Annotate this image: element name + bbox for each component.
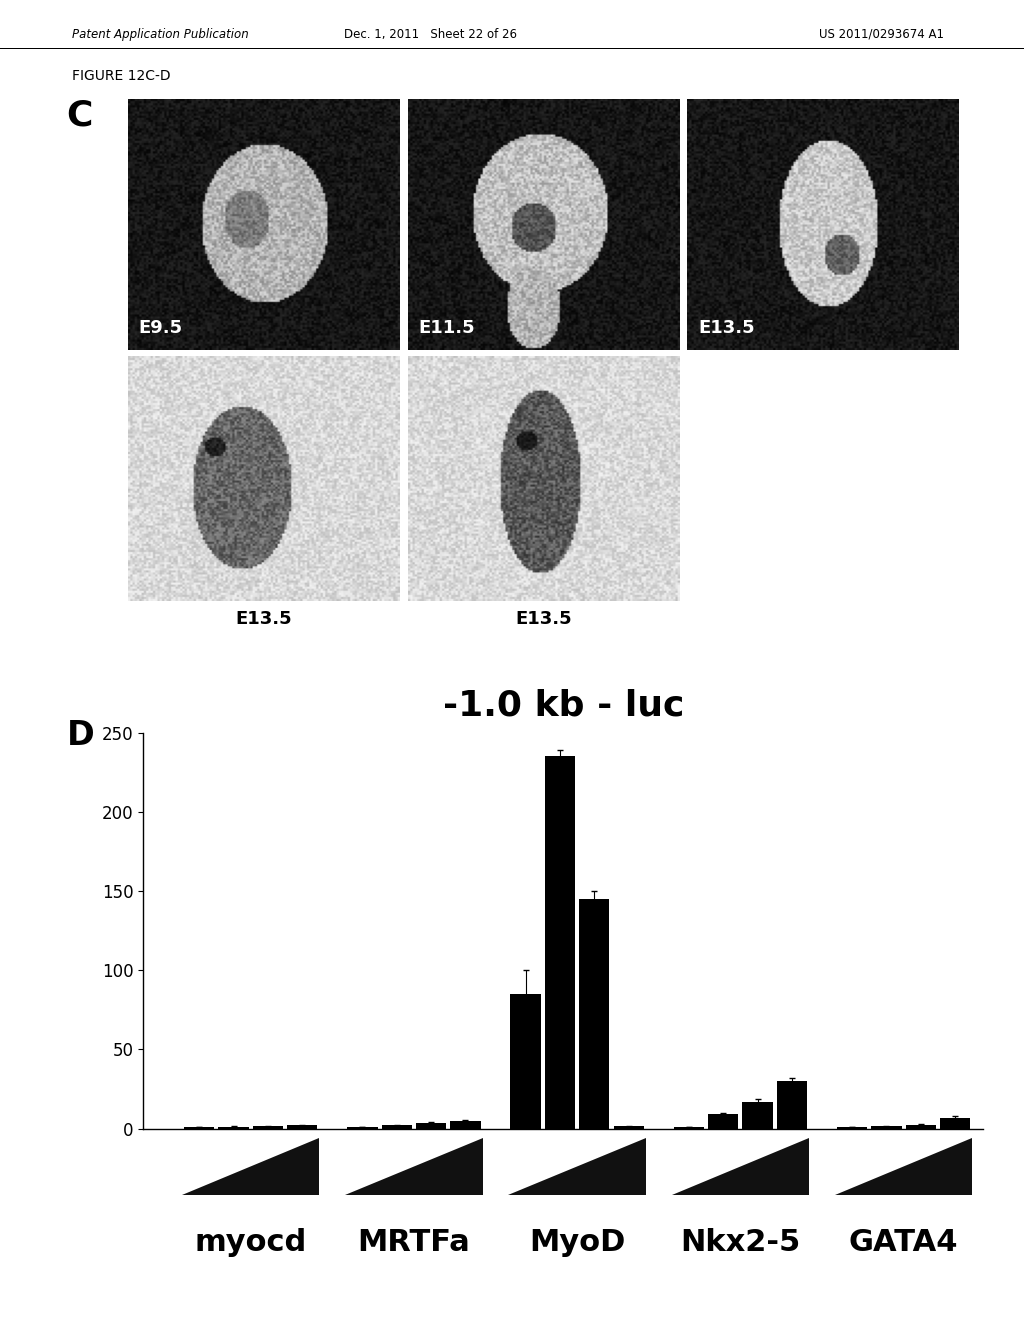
Bar [777,1081,807,1129]
Bar [580,899,609,1129]
Bar [118,1144,137,1189]
Text: E13.5: E13.5 [515,610,571,628]
Bar [837,1127,867,1129]
Bar [253,1126,283,1129]
Text: MyoD: MyoD [529,1228,626,1257]
Text: E9.5: E9.5 [139,319,183,338]
Text: E13.5: E13.5 [698,319,755,338]
Text: FIGURE 12C-D: FIGURE 12C-D [72,69,170,83]
Bar [613,1126,644,1129]
Text: D: D [67,719,94,752]
Text: E13.5: E13.5 [236,610,292,628]
Bar [218,1127,249,1129]
Polygon shape [835,1138,973,1196]
Bar [742,1102,773,1129]
Bar [287,1126,317,1129]
Text: C: C [67,99,93,133]
Polygon shape [509,1138,646,1196]
Text: Nkx2-5: Nkx2-5 [680,1228,801,1257]
Bar [184,1127,214,1129]
Text: myocd: myocd [195,1228,307,1257]
Text: US 2011/0293674 A1: US 2011/0293674 A1 [819,28,944,41]
Text: Patent Application Publication: Patent Application Publication [72,28,249,41]
Bar [545,756,575,1129]
Bar [871,1126,901,1129]
Polygon shape [672,1138,809,1196]
Text: GATA4: GATA4 [849,1228,958,1257]
Bar [940,1118,971,1129]
Bar [451,1121,480,1129]
Text: MRTFa: MRTFa [357,1228,470,1257]
Text: Dec. 1, 2011   Sheet 22 of 26: Dec. 1, 2011 Sheet 22 of 26 [344,28,516,41]
Title: -1.0 kb - luc: -1.0 kb - luc [442,689,684,723]
Polygon shape [182,1138,319,1196]
Polygon shape [345,1138,482,1196]
Text: E11.5: E11.5 [419,319,475,338]
Bar [674,1127,703,1129]
Bar [382,1126,412,1129]
Bar [416,1123,446,1129]
Bar [708,1114,738,1129]
Bar [511,994,541,1129]
Bar [347,1127,378,1129]
Bar [905,1125,936,1129]
